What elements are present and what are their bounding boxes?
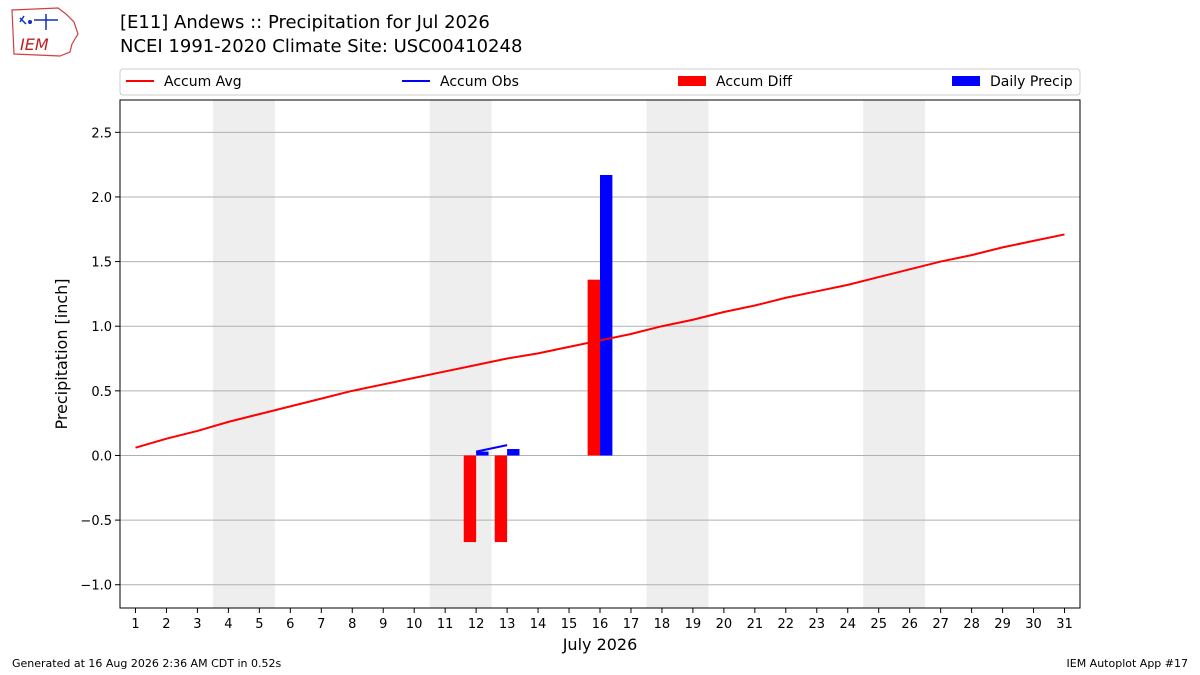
y-tick-label: 2.0 [91,191,112,206]
weekend-shading [212,100,926,608]
legend-label: Accum Avg [164,74,242,90]
x-axis: 1 2 3 4 5 6 7 8 9 10 11 12 13 14 15 16 17 18 19 20 21 22 23 24 2… [131,608,1073,632]
legend-frame [119,68,1081,96]
daily-precip-bar [476,451,489,456]
accum-avg-line [135,233,1065,449]
x-tick-label: 22 [778,617,795,632]
x-tick-label: 13 [499,617,516,632]
daily-precip-bar [600,174,613,456]
legend-label: Daily Precip [990,74,1073,90]
x-tick-label: 18 [654,617,671,632]
y-tick-label: 1.5 [91,256,112,271]
logo-text: IEM [20,35,49,54]
y-axis: −1.0 −0.5 0.0 0.5 1.0 1.5 2.0 2.5 [80,126,120,594]
x-tick-label: 25 [870,617,887,632]
weekend-band [863,100,926,608]
y-tick-label: 0.0 [91,449,112,464]
weekend-band [212,100,275,608]
accum-obs-line [475,444,508,453]
chart-subtitle: NCEI 1991-2020 Climate Site: USC00410248 [120,36,523,57]
x-tick-label: 6 [286,617,294,632]
legend-swatch-bar [952,76,980,86]
y-tick-label: 0.5 [91,385,112,400]
x-axis-label: July 2026 [562,635,638,654]
legend-swatch-bar [678,76,706,86]
x-tick-label: 11 [437,617,454,632]
legend-label: Accum Diff [716,74,792,90]
x-tick-label: 15 [561,617,578,632]
y-tick-label: 1.0 [91,320,112,335]
x-tick-label: 19 [685,617,702,632]
x-tick-label: 21 [747,617,764,632]
weekend-band [429,100,492,608]
x-tick-label: 5 [255,617,263,632]
accum-diff-bar [463,455,477,543]
x-tick-label: 7 [317,617,325,632]
x-tick-label: 4 [224,617,232,632]
x-tick-label: 27 [932,617,949,632]
x-tick-label: 9 [379,617,387,632]
x-tick-label: 1 [131,617,139,632]
x-tick-label: 30 [1025,617,1042,632]
accum-diff-bar [494,455,508,543]
x-tick-label: 12 [468,617,485,632]
x-tick-label: 8 [348,617,356,632]
x-tick-label: 14 [530,617,547,632]
x-tick-label: 2 [162,617,170,632]
x-tick-label: 28 [963,617,980,632]
accum-diff-bar [587,279,600,456]
x-tick-label: 29 [994,617,1011,632]
bars [463,174,613,543]
weekend-band [646,100,709,608]
x-tick-label: 3 [193,617,201,632]
app-credit: IEM Autoplot App #17 [1066,657,1189,670]
y-tick-label: 2.5 [91,126,112,141]
legend: Accum Avg Accum Obs Accum Diff Daily Precip [126,74,1073,90]
y-axis-label: Precipitation [inch] [52,278,71,429]
legend-label: Accum Obs [440,74,519,90]
x-tick-label: 10 [406,617,423,632]
x-tick-label: 17 [623,617,640,632]
x-tick-label: 24 [839,617,856,632]
x-tick-label: 16 [592,617,609,632]
iem-logo: IEM [11,7,79,57]
lines [135,233,1065,453]
x-tick-label: 20 [716,617,733,632]
y-tick-label: −1.0 [80,579,112,594]
generated-note: Generated at 16 Aug 2026 2:36 AM CDT in … [12,657,282,670]
chart-title: [E11] Andews :: Precipitation for Jul 20… [120,12,490,33]
y-tick-label: −0.5 [80,514,112,529]
x-tick-label: 26 [901,617,918,632]
x-tick-label: 31 [1056,617,1073,632]
daily-precip-bar [507,449,520,456]
x-tick-label: 23 [809,617,826,632]
